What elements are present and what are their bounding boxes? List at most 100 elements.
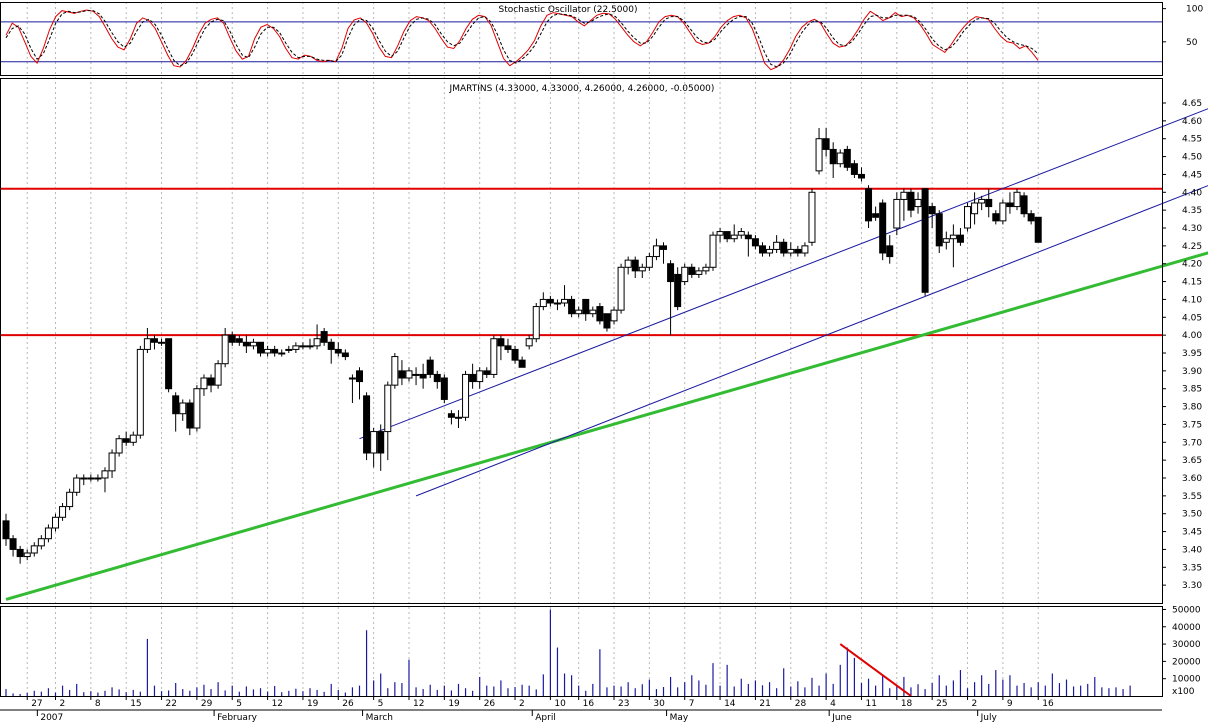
candle-body <box>51 516 59 529</box>
candle-body <box>624 259 632 268</box>
candle-body <box>652 245 660 258</box>
candle-body <box>766 248 774 254</box>
price-tick-label: 3.35 <box>1182 563 1202 573</box>
candle-body <box>787 248 795 254</box>
volume-tick-label: 10000 <box>1172 675 1201 685</box>
price-tick-label: 3.85 <box>1182 385 1202 395</box>
candle-body <box>575 309 583 315</box>
candle-body <box>1013 191 1021 208</box>
candle-body <box>150 338 158 343</box>
volume-tick-label: 40000 <box>1172 623 1201 633</box>
candle-body <box>2 520 10 540</box>
candle-body <box>546 298 554 304</box>
candle-body <box>978 198 986 204</box>
candle-body <box>582 298 590 315</box>
price-tick-label: 4.25 <box>1182 242 1202 252</box>
oscillator-tick-label: 100 <box>1186 5 1203 15</box>
price-tick-label: 4.40 <box>1182 188 1202 198</box>
candle-body <box>709 234 717 268</box>
candle-body <box>87 477 95 480</box>
x-day-label: 2 <box>972 699 978 709</box>
price-tick-label: 4.10 <box>1182 295 1202 305</box>
candle-body <box>292 345 300 350</box>
x-day-label: 25 <box>936 699 947 709</box>
candle-body <box>645 256 653 268</box>
x-day-label: 23 <box>618 699 629 709</box>
candle-body <box>214 363 222 386</box>
candle-body <box>681 266 689 283</box>
candle-body <box>490 338 498 375</box>
candle-body <box>935 213 943 247</box>
candle-body <box>872 213 880 218</box>
x-day-label: 8 <box>95 699 101 709</box>
x-month-label: March <box>366 713 393 723</box>
candle-body <box>122 438 130 443</box>
candle-body <box>363 395 371 454</box>
candle-body <box>66 491 74 508</box>
candle-body <box>136 348 144 436</box>
candle-body <box>30 545 38 554</box>
x-day-label: 12 <box>272 699 283 709</box>
candle-body <box>143 338 151 350</box>
volume-unit-label: x100 <box>1172 687 1195 697</box>
candle-body <box>306 345 314 348</box>
candle-body <box>412 373 420 376</box>
candle-body <box>723 231 731 240</box>
x-day-label: 16 <box>1042 699 1054 709</box>
x-month-label: 2007 <box>40 713 63 723</box>
candle-body <box>186 402 194 429</box>
trendline <box>359 108 1208 440</box>
candle-body <box>497 338 505 347</box>
candle-body <box>660 245 668 250</box>
x-day-label: 26 <box>484 699 496 709</box>
candle-body <box>469 373 477 383</box>
candle-body <box>264 348 272 354</box>
price-title: JMARTINS (4.33000, 4.33000, 4.26000, 4.2… <box>449 84 715 94</box>
candle-body <box>695 270 703 275</box>
oscillator-tick-label: 50 <box>1186 38 1198 48</box>
trendline <box>5 251 1208 601</box>
x-day-label: 26 <box>342 699 354 709</box>
x-month-label: July <box>980 713 998 723</box>
candle-body <box>334 348 342 354</box>
candle-body <box>716 231 724 236</box>
candle-body <box>483 370 491 375</box>
candle-body <box>836 152 844 165</box>
candle-body <box>23 552 31 558</box>
candle-body <box>80 477 88 480</box>
price-tick-label: 4.05 <box>1182 313 1202 323</box>
candle-body <box>37 538 45 547</box>
candle-body <box>730 234 738 240</box>
candle-body <box>801 245 809 254</box>
candle-body <box>1027 213 1035 222</box>
x-day-label: 11 <box>865 699 876 709</box>
candle-body <box>737 231 745 236</box>
candle-body <box>794 248 802 254</box>
price-tick-label: 3.75 <box>1182 420 1202 430</box>
x-day-label: 2 <box>59 699 65 709</box>
candle-body <box>398 370 406 379</box>
oscillator-title: Stochastic Oscillator (22.5000) <box>498 5 637 15</box>
price-tick-label: 3.80 <box>1182 403 1202 413</box>
x-day-label: 22 <box>166 699 177 709</box>
candle-body <box>758 245 766 254</box>
candle-body <box>956 234 964 243</box>
oscillator-panel <box>0 9 1162 71</box>
candle-body <box>780 241 788 254</box>
x-day-label: 27 <box>31 699 42 709</box>
candle-body <box>971 202 979 215</box>
axes: 100 50 4.65 4.60 4.55 4.50 4.45 4.40 4.35 4.30 4.2… <box>0 5 1203 723</box>
price-tick-label: 3.45 <box>1182 528 1202 538</box>
candle-body <box>249 341 257 347</box>
candle-body <box>377 431 385 454</box>
x-day-label: 12 <box>413 699 424 709</box>
candle-body <box>257 341 265 354</box>
candle-body <box>928 206 936 215</box>
volume-panel <box>5 609 1131 697</box>
candle-body <box>313 338 321 347</box>
candle-body <box>228 334 236 343</box>
candle-body <box>518 359 526 368</box>
candle-body <box>129 434 137 443</box>
